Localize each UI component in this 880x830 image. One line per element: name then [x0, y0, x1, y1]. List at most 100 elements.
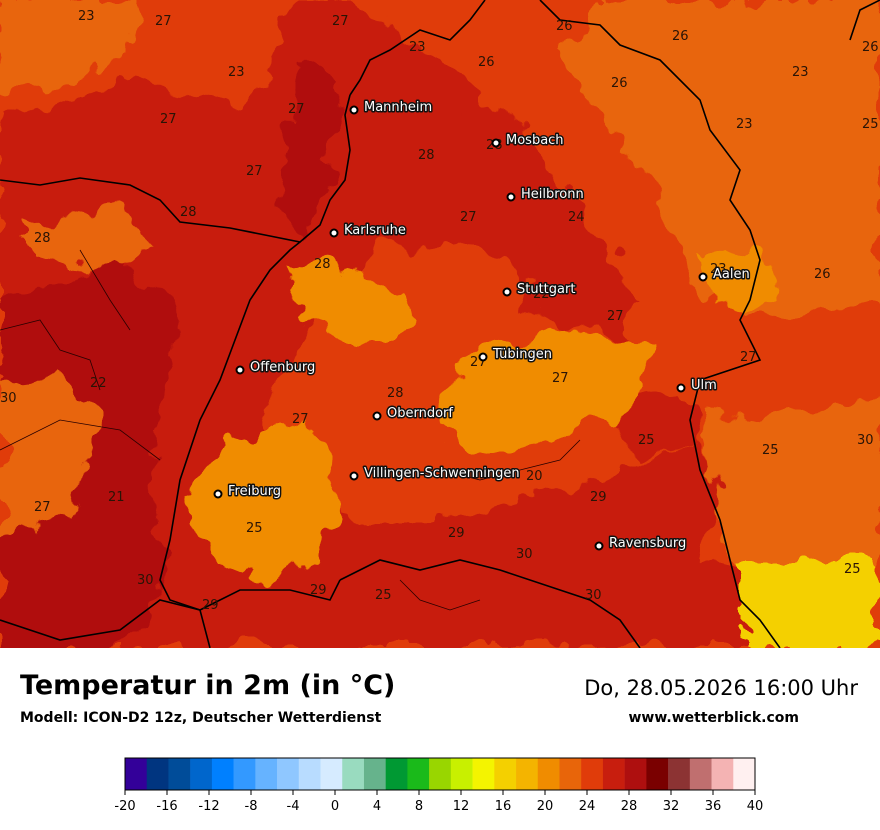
legend-tick-label: 8 [415, 799, 423, 814]
legend-swatch [429, 758, 452, 790]
city-label: Aalen [713, 267, 750, 282]
city-aalen[interactable]: Aalen [698, 266, 751, 284]
value-label: 25 [638, 433, 655, 448]
value-label: 26 [672, 29, 689, 44]
legend-swatch [211, 758, 234, 790]
city-marker [491, 138, 501, 148]
value-label: 23 [409, 40, 426, 55]
value-label: 23 [792, 65, 809, 80]
city-freiburg[interactable]: Freiburg [213, 483, 283, 501]
legend-swatch [146, 758, 169, 790]
city-villingen-schwenningen[interactable]: Villingen-Schwenningen [349, 465, 521, 483]
legend-swatch [624, 758, 647, 790]
value-label: 29 [448, 526, 465, 541]
value-label: 27 [607, 309, 624, 324]
legend-tick-label: -20 [114, 799, 135, 814]
city-marker [478, 352, 488, 362]
legend-swatch [602, 758, 625, 790]
value-label: 27 [246, 164, 263, 179]
website-link[interactable]: www.wetterblick.com [628, 710, 800, 726]
cities: Mannheim Mosbach Heilbronn Karlsruhe Aal… [213, 99, 751, 553]
value-label: 23 [710, 262, 727, 277]
city-marker [502, 287, 512, 297]
legend-swatch [668, 758, 691, 790]
legend-tick-label: -12 [198, 799, 219, 814]
legend-tick-label: 28 [621, 799, 638, 814]
map-title: Temperatur in 2m (in °C) [20, 670, 396, 701]
legend-swatch [190, 758, 213, 790]
value-label: 27 [155, 14, 172, 29]
city-marker [213, 489, 223, 499]
value-label: 29 [202, 598, 219, 613]
legend-swatch [581, 758, 604, 790]
city-label: Mannheim [364, 100, 432, 115]
value-label: 27 [160, 112, 177, 127]
legend-border [124, 757, 756, 791]
value-label: 28 [387, 386, 404, 401]
legend-tick-label: 36 [705, 799, 722, 814]
value-label: 30 [516, 547, 533, 562]
value-label: 25 [762, 443, 779, 458]
value-label: 21 [108, 490, 125, 505]
city-stuttgart[interactable]: Stuttgart [502, 281, 577, 299]
value-label: 27 [292, 412, 309, 427]
legend-swatch [255, 758, 278, 790]
city-marker [698, 272, 708, 282]
state-borders [0, 0, 880, 648]
legend-swatches [124, 757, 756, 791]
legend-tick-label: 12 [453, 799, 470, 814]
legend-tick-label: 24 [579, 799, 596, 814]
city-ulm[interactable]: Ulm [676, 377, 718, 395]
value-label: 28 [314, 257, 331, 272]
value-label: 26 [478, 55, 495, 70]
legend-swatch [125, 758, 148, 790]
city-label: Ravensburg [609, 536, 686, 551]
value-label: 22 [533, 287, 550, 302]
legend-swatch [689, 758, 712, 790]
legend-tick-label: 40 [747, 799, 764, 814]
value-label: 25 [844, 562, 861, 577]
color-legend: -20 -16 -12 -8 -4 0 4 8 12 16 20 24 28 32 36 40 [114, 757, 764, 814]
city-marker [372, 411, 382, 421]
legend-swatch [516, 758, 539, 790]
value-label: 22 [90, 376, 107, 391]
value-label: 28 [34, 231, 51, 246]
legend-tick-label: -8 [245, 799, 258, 814]
city-marker [676, 383, 686, 393]
city-label: Ulm [691, 378, 717, 393]
value-label: 30 [585, 588, 602, 603]
city-marker [349, 105, 359, 115]
city-karlsruhe[interactable]: Karlsruhe [329, 222, 407, 240]
temperature-zones [0, 0, 880, 648]
legend-swatch [407, 758, 430, 790]
city-heilbronn[interactable]: Heilbronn [506, 186, 585, 204]
legend-tick-label: 0 [331, 799, 339, 814]
legend-swatch [494, 758, 517, 790]
legend-swatch [450, 758, 473, 790]
value-label: 23 [78, 9, 95, 24]
value-label: 26 [556, 19, 573, 34]
city-marker [594, 541, 604, 551]
value-label: 29 [590, 490, 607, 505]
legend-tick-label: -16 [156, 799, 177, 814]
city-label: Oberndorf [387, 406, 453, 421]
value-label: 27 [34, 500, 51, 515]
city-label: Tübingen [492, 347, 552, 362]
city-label: Stuttgart [517, 282, 575, 297]
value-label: 27 [740, 350, 757, 365]
city-ravensburg[interactable]: Ravensburg [594, 535, 688, 553]
city-offenburg[interactable]: Offenburg [235, 359, 317, 377]
city-oberndorf[interactable]: Oberndorf [372, 405, 455, 423]
legend-tick-label: 16 [495, 799, 512, 814]
value-label: 23 [736, 117, 753, 132]
value-label: 28 [180, 205, 197, 220]
legend-swatch [298, 758, 321, 790]
value-label: 26 [814, 267, 831, 282]
legend-tick-label: 4 [373, 799, 381, 814]
city-mosbach[interactable]: Mosbach [491, 132, 565, 150]
city-tuebingen[interactable]: Tübingen [478, 346, 554, 364]
legend-tick-label: 20 [537, 799, 554, 814]
value-label: 20 [526, 469, 543, 484]
value-label: 25 [862, 117, 879, 132]
city-mannheim[interactable]: Mannheim [349, 99, 434, 117]
